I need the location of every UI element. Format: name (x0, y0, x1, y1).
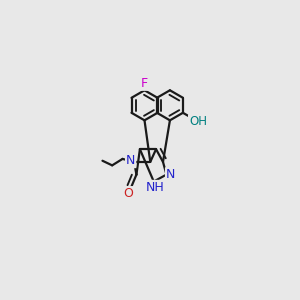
Text: OH: OH (189, 115, 207, 128)
Text: N: N (166, 168, 175, 181)
Text: N: N (126, 154, 135, 167)
Text: F: F (141, 77, 148, 90)
Text: NH: NH (146, 181, 164, 194)
Text: O: O (123, 187, 133, 200)
